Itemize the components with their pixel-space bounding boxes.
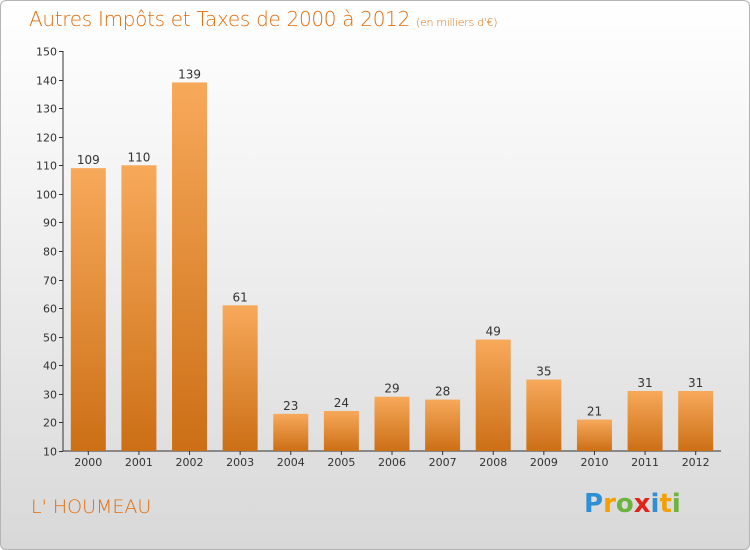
x-tick-label: 2004 [277,456,305,469]
bar-2007 [425,399,461,451]
data-label: 49 [486,325,501,339]
chart-subtitle: (en milliers d'€) [416,16,498,29]
data-label: 35 [536,365,551,379]
y-tick-label: 130 [36,103,57,116]
data-label: 21 [587,405,602,419]
x-tick-label: 2001 [125,456,153,469]
data-label: 23 [283,399,298,413]
y-tick-label: 140 [36,75,57,88]
y-tick-label: 30 [43,389,57,402]
y-tick-label: 110 [36,160,57,173]
logo-letter: i [650,489,660,519]
location-name: L' HOUMEAU [31,496,152,518]
y-tick-label: 90 [43,217,57,230]
x-tick-label: 2008 [479,456,507,469]
x-tick-label: 2002 [176,456,204,469]
logo-letter: t [659,489,672,519]
data-label: 139 [178,67,201,81]
x-tick-label: 2011 [631,456,659,469]
x-tick-label: 2003 [226,456,254,469]
chart-title: Autres Impôts et Taxes de 2000 à 2012 (en… [29,7,497,31]
bar-2000 [70,168,106,451]
axes: 10 20 30 40 50 60 70 80 90 100 110 120 130 140 150 2000… [36,46,721,469]
data-label: 61 [233,290,248,304]
bars [70,82,714,452]
bar-2004 [273,413,309,451]
bar-2001 [121,165,157,452]
x-tick-label: 2000 [74,456,102,469]
x-tick-label: 2009 [530,456,558,469]
proxiti-logo[interactable]: Proxiti [584,489,681,519]
bar-2002 [172,82,208,451]
y-tick-label: 40 [43,360,57,373]
x-tick-label: 2006 [378,456,406,469]
bar-2008 [475,339,511,451]
chart-title-text: Autres Impôts et Taxes de 2000 à 2012 [29,7,410,31]
data-label: 110 [127,150,150,164]
y-tick-label: 120 [36,132,57,145]
bar-2012 [678,391,714,451]
y-tick-label: 100 [36,189,57,202]
data-label: 28 [435,385,450,399]
bar-2005 [323,411,359,451]
y-tick-label: 50 [43,332,57,345]
y-tick-label: 10 [43,446,57,459]
bar-2003 [222,305,258,451]
logo-letter: i [671,489,681,519]
x-tick-label: 2007 [429,456,457,469]
y-tick-label: 80 [43,246,57,259]
y-tick-label: 60 [43,303,57,316]
y-tick-label: 70 [43,275,57,288]
x-tick-label: 2010 [580,456,608,469]
data-label: 24 [334,396,349,410]
data-label: 31 [637,376,652,390]
x-tick-label: 2012 [682,456,710,469]
logo-letter: x [633,489,651,519]
bar-2009 [526,379,562,451]
data-label: 29 [384,382,399,396]
logo-letter: o [615,489,634,519]
logo-letter: r [603,489,616,519]
data-label: 31 [688,376,703,390]
y-tick-label: 20 [43,417,57,430]
data-label: 109 [77,153,100,167]
x-tick-label: 2005 [327,456,355,469]
data-labels: 109 110 139 61 23 24 29 28 49 35 21 31 31 [77,67,703,418]
y-tick-label: 150 [36,46,57,59]
logo-letter: P [584,489,604,519]
bar-2010 [576,419,612,451]
bar-2006 [374,396,410,451]
bar-2011 [627,391,663,451]
